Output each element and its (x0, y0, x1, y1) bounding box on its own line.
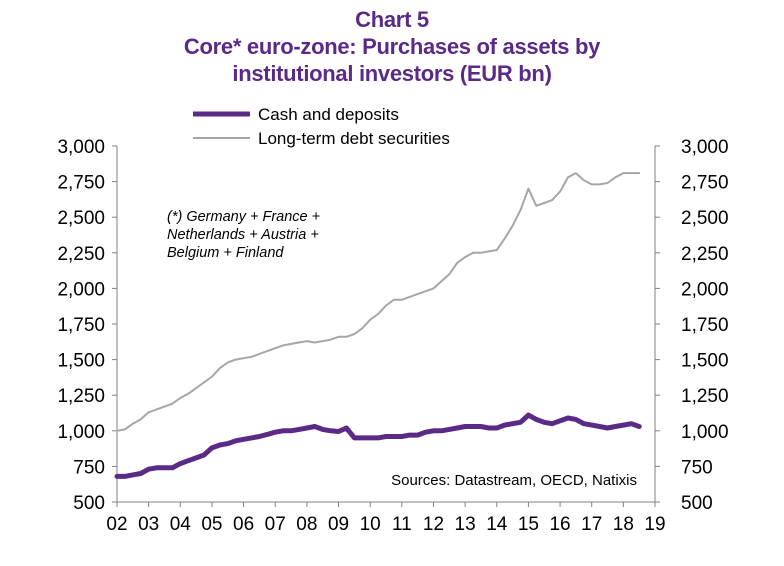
series-lines (114, 172, 642, 479)
note-line-2: Netherlands + Austria + (167, 227, 319, 243)
x-tick-label: 13 (455, 514, 476, 535)
x-tick-label: 15 (518, 514, 539, 535)
x-tick-label: 19 (644, 514, 665, 535)
x-tick-label: 03 (138, 514, 159, 535)
x-tick-label: 18 (613, 514, 634, 535)
chart-subtitle-line-2: institutional investors (EUR bn) (232, 61, 552, 86)
chart-subtitle-line-1: Core* euro-zone: Purchases of assets by (183, 34, 601, 59)
source-note: Sources: Datastream, OECD, Natixis (391, 472, 637, 489)
chart-title-block: Chart 5 Core* euro-zone: Purchases of as… (0, 6, 784, 87)
x-tick-label: 04 (170, 514, 192, 535)
legend-label-cash-and-deposits: Cash and deposits (258, 105, 399, 124)
x-tick-label: 08 (296, 514, 317, 535)
note-line-1: (*) Germany + France + (167, 209, 320, 225)
x-tick-label: 10 (360, 514, 381, 535)
y-tick-label-left: 2,500 (57, 208, 105, 229)
y-tick-label-right: 2,250 (681, 244, 729, 265)
x-tick-label: 07 (265, 514, 286, 535)
axes-group: 500 500 750 750 1,000 1,000 1,250 1,250 1,500 1,5… (57, 137, 728, 535)
x-tick-label: 12 (423, 514, 444, 535)
x-tick-label: 17 (581, 514, 602, 535)
y-tick-label-left: 3,000 (57, 137, 105, 158)
y-tick-label-right: 2,750 (681, 173, 729, 194)
y-tick-label-right: 1,500 (681, 351, 729, 372)
y-tick-label-left: 2,750 (57, 173, 105, 194)
y-tick-label-right: 750 (681, 457, 713, 478)
y-tick-label-left: 1,500 (57, 351, 105, 372)
y-tick-label-left: 1,250 (57, 386, 105, 407)
x-tick-label: 02 (106, 514, 127, 535)
x-tick-label: 09 (328, 514, 349, 535)
y-tick-label-right: 1,000 (681, 422, 729, 443)
series-line-cash-and-deposits (114, 412, 642, 479)
chart-title: Chart 5 (355, 7, 429, 32)
note-line-3: Belgium + Finland (167, 245, 284, 261)
y-tick-label-left: 2,000 (57, 279, 105, 300)
y-tick-label-right: 1,250 (681, 386, 729, 407)
x-tick-label: 05 (201, 514, 222, 535)
x-tick-label: 06 (233, 514, 254, 535)
y-tick-label-right: 3,000 (681, 137, 729, 158)
legend: Cash and deposits Long-term debt securit… (193, 105, 450, 148)
countries-note: (*) Germany + France + Netherlands + Aus… (167, 209, 320, 261)
x-tick-label: 14 (486, 514, 508, 535)
y-tick-label-left: 1,750 (57, 315, 105, 336)
y-tick-label-left: 750 (73, 457, 105, 478)
y-tick-label-right: 2,500 (681, 208, 729, 229)
y-tick-label-left: 2,250 (57, 244, 105, 265)
y-tick-label-right: 500 (681, 493, 713, 514)
y-tick-label-right: 2,000 (681, 279, 729, 300)
series-line-long-term-debt-securities (116, 172, 641, 432)
y-tick-label-left: 500 (73, 493, 105, 514)
y-tick-label-left: 1,000 (57, 422, 105, 443)
x-tick-label: 11 (392, 514, 412, 535)
legend-label-long-term-debt-securities: Long-term debt securities (258, 129, 450, 148)
x-tick-label: 16 (549, 514, 570, 535)
y-tick-label-right: 1,750 (681, 315, 729, 336)
